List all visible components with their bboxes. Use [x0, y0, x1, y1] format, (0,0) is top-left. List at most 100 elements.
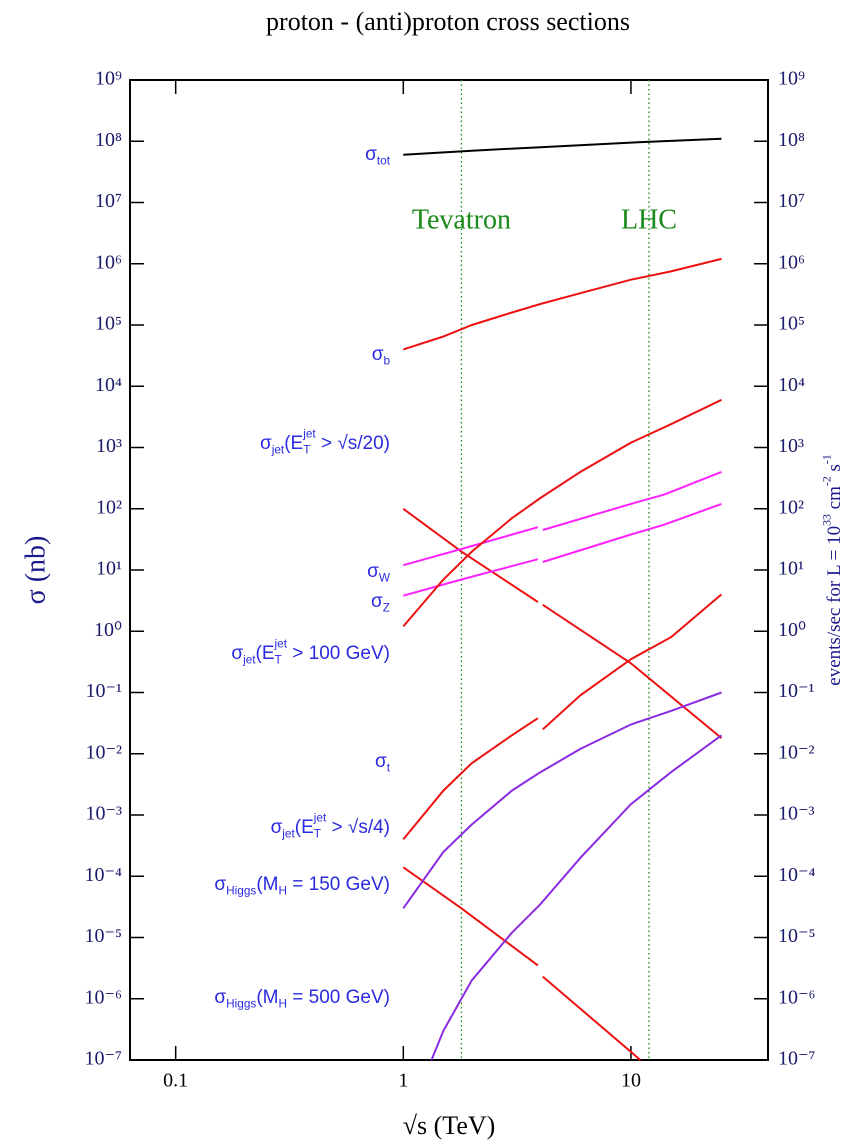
- y2-tick-label: 10⁸: [778, 129, 805, 151]
- y-tick-label: 10⁰: [94, 619, 122, 641]
- y-tick-label: 10⁷: [95, 190, 122, 212]
- y2-tick-label: 10⁻⁶: [778, 986, 816, 1008]
- series-label: σtot: [365, 144, 391, 168]
- text-segment: (E: [256, 643, 275, 664]
- text-segment: jet: [302, 427, 316, 441]
- y2-tick-label: 10⁵: [778, 313, 805, 335]
- y-tick-label: 10⁶: [95, 251, 122, 273]
- y-tick-label: 10⁵: [95, 313, 122, 335]
- text-segment: H: [278, 884, 287, 898]
- y-tick-label: 10¹: [96, 558, 122, 580]
- text-segment: b: [383, 354, 390, 368]
- series-label: σb: [372, 344, 391, 368]
- y2-tick-label: 10²: [778, 496, 804, 518]
- text-segment: σ: [372, 344, 384, 365]
- series-label: σt: [375, 751, 391, 775]
- y2-tick-label: 10⁻⁵: [778, 925, 816, 947]
- text-segment: events/sec for L = 10: [824, 526, 845, 686]
- y2-axis-title: events/sec for L = 1033 cm-2 s-1: [819, 454, 845, 686]
- text-segment: t: [387, 761, 391, 775]
- series-line: [402, 507, 723, 739]
- y2-tick-label: 10⁹: [778, 68, 805, 90]
- text-segment: σ: [231, 643, 243, 664]
- y2-tick-label: 10⁻³: [778, 803, 815, 825]
- y2-tick-label: 10⁻⁷: [778, 1048, 816, 1070]
- y-tick-label: 10⁻²: [85, 741, 122, 763]
- text-segment: jet: [281, 827, 295, 841]
- text-segment: σ: [371, 591, 383, 612]
- y2-tick-label: 10³: [778, 435, 804, 457]
- text-segment: Z: [383, 601, 390, 615]
- text-segment: σ: [214, 987, 226, 1008]
- series-label: σW: [367, 561, 391, 585]
- text-segment: (M: [256, 987, 278, 1008]
- y-tick-label: 10⁴: [95, 374, 122, 396]
- y-tick-label: 10⁻⁶: [84, 986, 122, 1008]
- series-label: σjet(ETjet > 100 GeV): [231, 637, 390, 667]
- text-segment: σ: [271, 817, 283, 838]
- text-segment: = 150 GeV): [287, 874, 390, 895]
- text-segment: σ: [365, 144, 377, 165]
- text-segment: jet: [313, 811, 327, 825]
- series-label: σHiggs(MH = 500 GeV): [214, 987, 390, 1011]
- series-line: [402, 866, 642, 1061]
- y-tick-label: 10⁻⁴: [84, 864, 122, 886]
- y-tick-label: 10²: [96, 496, 122, 518]
- text-segment: σ: [260, 433, 272, 454]
- text-segment: jet: [242, 653, 256, 667]
- y-tick-label: 10⁹: [95, 68, 122, 90]
- y-tick-label: 10³: [96, 435, 122, 457]
- y-tick-label: 10⁻⁵: [84, 925, 122, 947]
- series-line: [402, 691, 722, 909]
- series-line: [402, 398, 722, 628]
- text-segment: (E: [284, 433, 303, 454]
- text-segment: cm: [824, 486, 845, 514]
- text-segment: Higgs: [226, 997, 256, 1011]
- series-line: [403, 502, 722, 597]
- text-segment: (M: [256, 874, 278, 895]
- y-tick-label: 10⁻⁷: [84, 1048, 122, 1070]
- text-segment: Higgs: [226, 884, 256, 898]
- text-segment: T: [314, 827, 321, 841]
- x-axis-title: √s (TeV): [403, 1111, 496, 1140]
- y2-tick-label: 10⁻⁴: [778, 864, 816, 886]
- y2-tick-label: 10⁻¹: [778, 680, 815, 702]
- y-axis-title: σ (nb): [20, 536, 51, 605]
- text-segment: σ: [214, 874, 226, 895]
- x-tick-label: 0.1: [163, 1070, 188, 1092]
- text-segment: 33: [819, 514, 833, 526]
- y2-tick-label: 10⁴: [778, 374, 805, 396]
- chart-title: proton - (anti)proton cross sections: [266, 7, 630, 36]
- text-segment: -1: [819, 454, 833, 464]
- y-tick-label: 10⁸: [95, 129, 122, 151]
- y2-tick-label: 10⁰: [778, 619, 806, 641]
- series-label: σjet(ETjet > √s/4): [271, 811, 390, 841]
- y-tick-label: 10⁻¹: [85, 680, 122, 702]
- text-segment: (E: [295, 817, 314, 838]
- text-segment: > 100 GeV): [287, 643, 390, 664]
- text-segment: s: [824, 464, 845, 476]
- series-label: σZ: [371, 591, 390, 615]
- text-segment: T: [303, 443, 310, 457]
- reference-label: Tevatron: [412, 204, 511, 235]
- series-line: [402, 593, 723, 841]
- y2-tick-label: 10⁻²: [778, 741, 815, 763]
- text-segment: W: [379, 571, 391, 585]
- y-tick-label: 10⁻³: [85, 803, 122, 825]
- text-segment: = 500 GeV): [287, 987, 390, 1008]
- text-segment: > √s/4): [326, 817, 390, 838]
- series-label: σjet(ETjet > √s/20): [260, 427, 390, 457]
- y2-tick-label: 10⁶: [778, 251, 805, 273]
- text-segment: T: [275, 653, 282, 667]
- series-line: [403, 137, 722, 156]
- text-segment: tot: [377, 154, 391, 168]
- x-tick-label: 10: [621, 1070, 641, 1092]
- text-segment: jet: [274, 637, 288, 651]
- series-line: [402, 257, 722, 351]
- text-segment: σ: [375, 751, 387, 772]
- series-line: [430, 734, 723, 1061]
- series-label: σHiggs(MH = 150 GeV): [214, 874, 390, 898]
- series-line: [403, 470, 722, 567]
- x-tick-label: 1: [398, 1070, 408, 1092]
